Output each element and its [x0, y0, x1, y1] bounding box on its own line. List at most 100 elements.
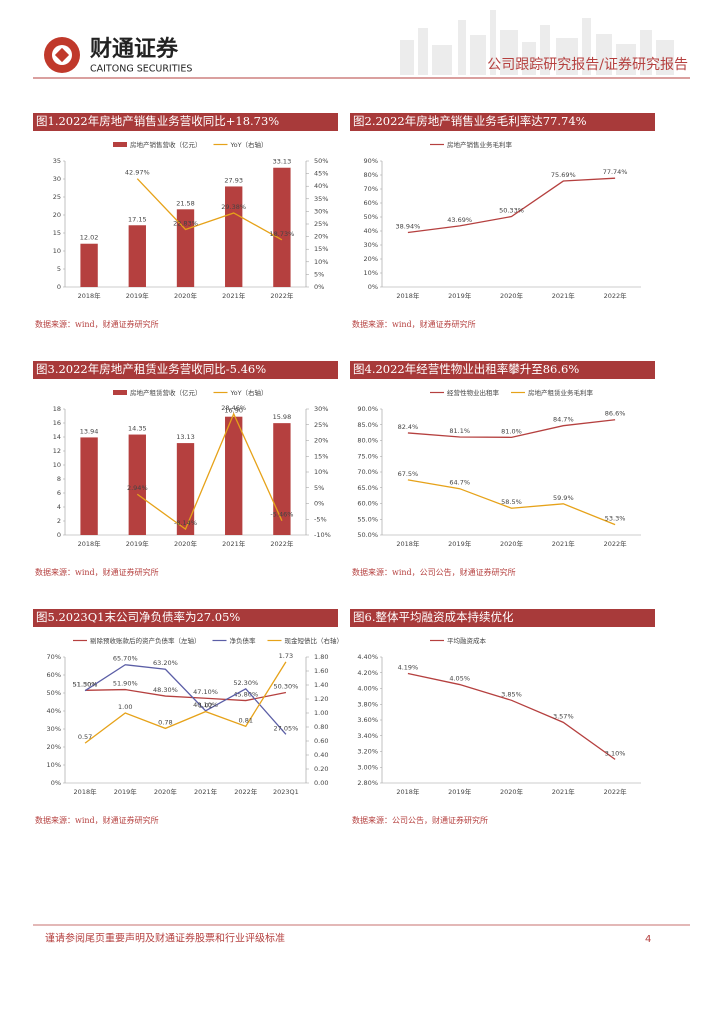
value-label: 15.98 — [273, 413, 292, 421]
y2-tick-label: 15% — [314, 245, 328, 253]
bar — [128, 434, 146, 535]
y-tick-label: 80% — [364, 171, 378, 179]
legend-label: 现金短债比（右轴） — [285, 636, 344, 645]
bar — [80, 243, 98, 287]
bar — [80, 437, 98, 535]
bar — [225, 416, 243, 535]
y-tick-label: 90% — [364, 157, 378, 165]
y2-tick-label: 50% — [314, 157, 328, 165]
legend-label: 房地产销售业务毛利率 — [447, 140, 513, 149]
y2-tick-label: 45% — [314, 170, 328, 178]
y-tick-label: 5 — [57, 265, 61, 273]
x-tick-label: 2021年 — [222, 291, 246, 300]
x-tick-label: 2020年 — [174, 291, 198, 300]
y2-tick-label: 5% — [314, 270, 324, 278]
value-label: 75.69% — [551, 171, 576, 179]
y-tick-label: 85.0% — [357, 421, 378, 429]
x-tick-label: 2018年 — [396, 291, 420, 300]
y-tick-label: 20 — [53, 211, 61, 219]
figure-title: 图1.2022年房地产销售业务营收同比+18.73% — [36, 114, 279, 128]
brand-en: CAITONG SECURITIES — [90, 64, 192, 75]
value-label: 81.0% — [501, 427, 522, 435]
figure-title-box — [33, 609, 338, 627]
x-tick-label: 2022年 — [270, 291, 294, 300]
y-tick-label: 60% — [364, 199, 378, 207]
line — [407, 177, 616, 234]
value-label: 28.46% — [221, 404, 246, 412]
y-tick-label: 10% — [47, 761, 61, 769]
value-label: 42.97% — [125, 169, 150, 177]
line — [407, 479, 616, 526]
y2-tick-label: 15% — [314, 452, 328, 460]
x-tick-label: 2020年 — [500, 539, 524, 548]
figure-title-box — [350, 361, 655, 379]
y-tick-label: 10 — [53, 247, 61, 255]
legend-label: 房地产租赁业务毛利率 — [528, 388, 594, 397]
y2-tick-label: 5% — [314, 484, 324, 492]
x-tick-label: 2021年 — [552, 787, 576, 796]
x-tick-label: 2022年 — [604, 787, 628, 796]
value-label: 43.69% — [447, 216, 472, 224]
x-tick-label: 2022年 — [604, 291, 628, 300]
value-label: 13.94 — [80, 427, 99, 435]
y-tick-label: 12 — [53, 447, 61, 455]
y-tick-label: 50.0% — [357, 531, 378, 539]
y2-tick-label: 0.60 — [314, 737, 328, 745]
legend-label: YoY（右轴） — [230, 140, 268, 149]
figure-title: 图4.2022年经营性物业出租率攀升至86.6% — [353, 362, 579, 376]
y2-tick-label: 40% — [314, 182, 328, 190]
y-tick-label: 10 — [53, 461, 61, 469]
y-tick-label: 70% — [364, 185, 378, 193]
x-tick-label: 2018年 — [74, 787, 98, 796]
value-label: 4.05% — [449, 675, 470, 683]
legend-label: 经营性物业出租率 — [447, 388, 500, 397]
figure-title-box — [33, 361, 338, 379]
bar — [176, 443, 195, 535]
y-tick-label: 60% — [47, 671, 61, 679]
legend-label: 剔除预收账款后的资产负债率（左轴） — [90, 636, 201, 645]
y-tick-label: 4.20% — [357, 669, 378, 677]
figure-source: 数据来源：wind，财通证券研究所 — [35, 567, 159, 577]
y-tick-label: 65.0% — [357, 484, 378, 492]
bar — [128, 225, 146, 287]
x-tick-label: 2022年 — [234, 787, 258, 796]
value-label: 45.80% — [233, 691, 258, 699]
value-label: 27.93 — [224, 176, 243, 184]
x-tick-label: 2019年 — [126, 291, 150, 300]
line — [136, 412, 283, 531]
value-label: 22.83% — [173, 219, 198, 227]
figure-source: 数据来源：wind，财通证券研究所 — [352, 319, 476, 329]
x-tick-label: 2018年 — [78, 291, 102, 300]
value-label: 81.1% — [449, 427, 470, 435]
figure-title: 图6.整体平均融资成本持续优化 — [353, 610, 514, 624]
y2-tick-label: 0.20 — [314, 765, 328, 773]
x-tick-label: 2019年 — [114, 787, 138, 796]
y-tick-label: 20% — [364, 255, 378, 263]
figure-source: 数据来源：wind，公司公告，财通证券研究所 — [352, 567, 516, 577]
y2-tick-label: 0.80 — [314, 723, 328, 731]
y2-tick-label: 30% — [314, 207, 328, 215]
value-label: 63.20% — [153, 659, 178, 667]
x-tick-label: 2021年 — [552, 539, 576, 548]
y-tick-label: 90.0% — [357, 405, 378, 413]
figure-source: 数据来源：公司公告，财通证券研究所 — [352, 815, 488, 825]
line — [84, 664, 287, 735]
value-label: 40.10% — [193, 701, 218, 709]
value-label: 0.78 — [158, 718, 172, 726]
y2-tick-label: 30% — [314, 405, 328, 413]
y2-tick-label: 1.60 — [314, 667, 328, 675]
figure-title: 图2.2022年房地产销售业务毛利率达77.74% — [353, 114, 587, 128]
value-label: 27.05% — [274, 724, 299, 732]
value-label: 51.30% — [73, 681, 98, 689]
value-label: 3.10% — [605, 749, 626, 757]
y-tick-label: 14 — [53, 433, 61, 441]
y2-tick-label: 25% — [314, 220, 328, 228]
value-label: 14.35 — [128, 425, 147, 433]
figure-title-box — [350, 113, 655, 131]
y-tick-label: 3.60% — [357, 716, 378, 724]
y2-tick-label: 0.40 — [314, 751, 328, 759]
value-label: 4.19% — [398, 664, 419, 672]
y-tick-label: 0% — [368, 283, 378, 291]
value-label: 21.58 — [176, 199, 195, 207]
value-label: 13.13 — [176, 433, 195, 441]
